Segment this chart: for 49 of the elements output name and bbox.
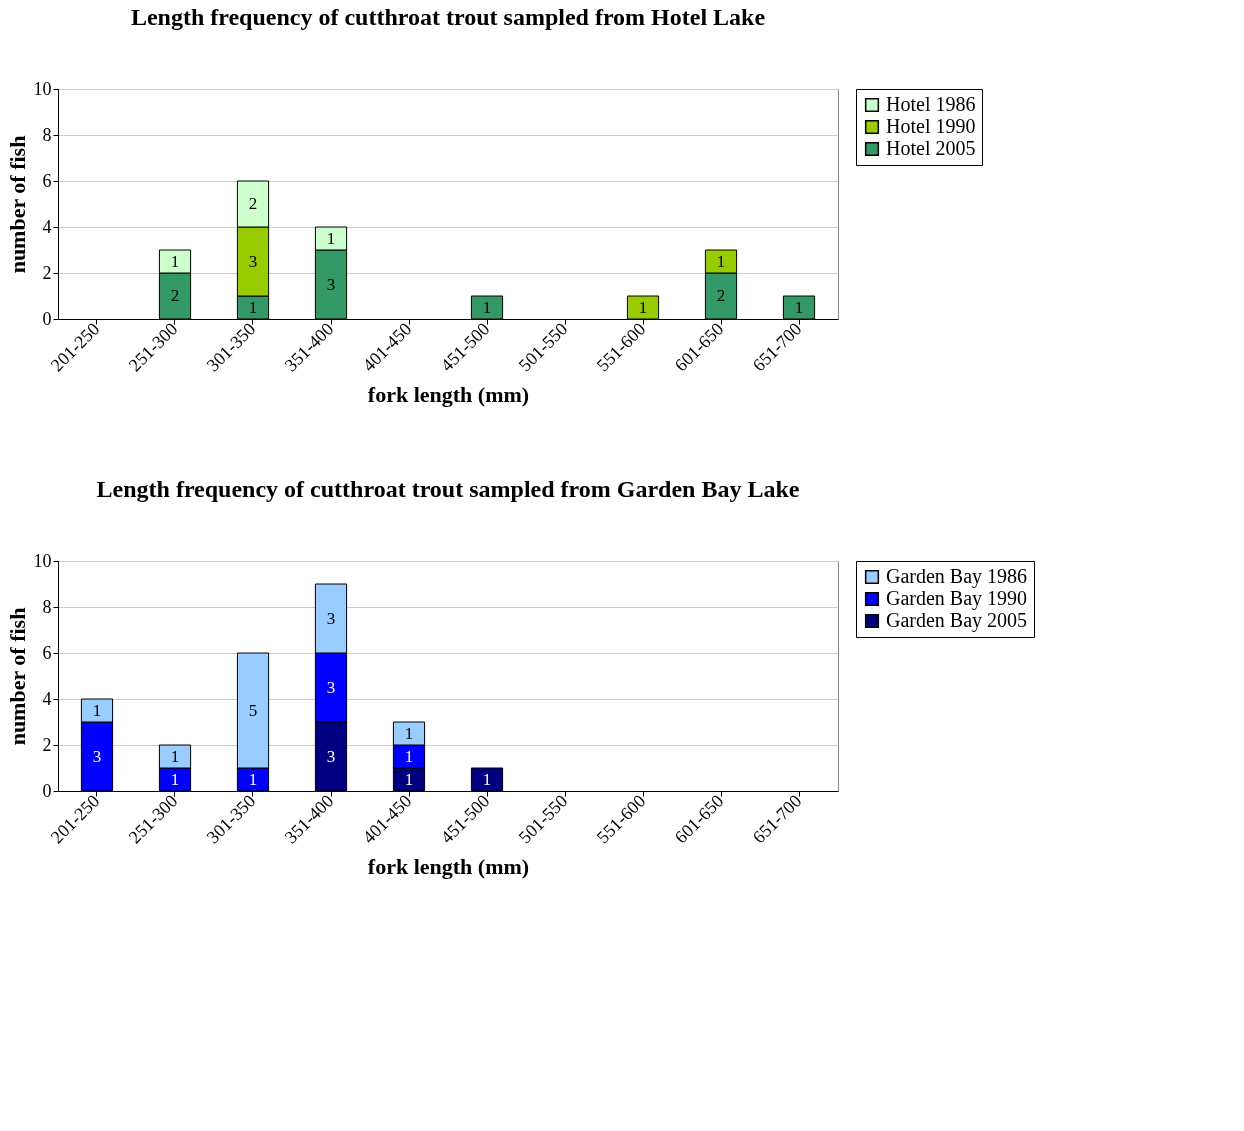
y-tick-label: 0: [42, 780, 52, 801]
data-label: 3: [326, 746, 336, 766]
data-label: 1: [248, 297, 258, 317]
y-tick-label: 6: [42, 642, 52, 663]
data-label: 1: [170, 746, 180, 766]
data-label: 1: [404, 723, 414, 743]
data-label: 3: [326, 274, 336, 294]
y-tick-label: 2: [42, 734, 52, 755]
data-label: 2: [170, 286, 180, 305]
data-label: 1: [716, 251, 726, 271]
y-axis-title: number of fish: [4, 607, 30, 746]
chart-title: Length frequency of cutthroat trout sampled from Hotel Lake: [130, 4, 766, 30]
legend-label: Hotel 1990: [886, 115, 976, 137]
data-label: 1: [638, 297, 648, 317]
legend-label: Garden Bay 1990: [886, 587, 1028, 610]
data-label: 3: [326, 608, 336, 628]
data-label: 1: [248, 769, 258, 789]
data-label: 2: [716, 286, 726, 305]
y-tick-label: 10: [33, 550, 52, 571]
data-label: 5: [248, 700, 258, 720]
x-axis-title: fork length (mm): [367, 382, 530, 408]
data-label: 1: [794, 297, 804, 317]
data-label: 1: [404, 746, 414, 766]
legend-label: Hotel 2005: [886, 137, 976, 159]
y-tick-label: 6: [42, 170, 52, 191]
y-tick-label: 0: [42, 308, 52, 329]
y-tick-label: 2: [42, 262, 52, 283]
data-label: 2: [248, 194, 258, 213]
data-label: 1: [482, 297, 492, 317]
data-label: 1: [482, 769, 492, 789]
data-label: 1: [170, 769, 180, 789]
y-tick-label: 4: [42, 688, 52, 709]
y-axis-title: number of fish: [4, 135, 30, 274]
x-axis-title: fork length (mm): [367, 854, 530, 880]
chart-title: Length frequency of cutthroat trout sampled from Garden Bay Lake: [96, 476, 800, 502]
data-label: 1: [92, 700, 102, 720]
data-label: 3: [92, 746, 102, 766]
data-label: 1: [170, 251, 180, 271]
data-label: 3: [248, 251, 258, 271]
legend-label: Hotel 1986: [886, 93, 976, 115]
data-label: 3: [326, 677, 336, 697]
y-tick-label: 8: [42, 124, 52, 145]
y-tick-label: 4: [42, 216, 52, 237]
y-tick-label: 10: [33, 78, 52, 99]
y-tick-label: 8: [42, 596, 52, 617]
legend-label: Garden Bay 1986: [886, 565, 1028, 588]
data-label: 1: [326, 228, 336, 248]
data-label: 1: [404, 769, 414, 789]
legend-label: Garden Bay 2005: [886, 609, 1028, 632]
